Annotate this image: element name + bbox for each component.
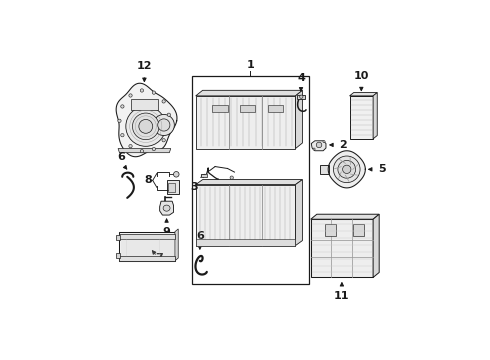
Text: 5: 5	[378, 164, 386, 174]
Circle shape	[158, 119, 170, 131]
Polygon shape	[373, 214, 379, 278]
Circle shape	[173, 172, 179, 177]
Bar	[130, 99, 158, 110]
Polygon shape	[160, 201, 173, 215]
Polygon shape	[175, 229, 178, 261]
Bar	[120, 256, 175, 261]
Circle shape	[313, 148, 315, 150]
Polygon shape	[349, 93, 377, 96]
Text: 10: 10	[354, 71, 369, 81]
Polygon shape	[196, 90, 302, 96]
Circle shape	[121, 105, 124, 108]
Polygon shape	[295, 90, 302, 149]
Bar	[212, 105, 227, 112]
Bar	[116, 253, 120, 258]
Bar	[196, 185, 295, 246]
Polygon shape	[311, 141, 326, 151]
Text: 1: 1	[246, 59, 254, 69]
Polygon shape	[116, 83, 177, 157]
Bar	[268, 105, 283, 112]
Circle shape	[152, 91, 155, 94]
Polygon shape	[295, 180, 302, 246]
Text: 9: 9	[163, 227, 171, 237]
Polygon shape	[311, 214, 379, 219]
Bar	[349, 96, 373, 139]
Polygon shape	[196, 180, 302, 185]
Bar	[192, 76, 309, 284]
Circle shape	[162, 139, 165, 142]
Text: 12: 12	[137, 61, 152, 71]
Circle shape	[129, 94, 132, 97]
Text: 4: 4	[297, 73, 305, 84]
Text: 3: 3	[191, 182, 198, 192]
Circle shape	[118, 119, 121, 122]
Circle shape	[300, 95, 303, 98]
Circle shape	[343, 165, 351, 174]
Ellipse shape	[163, 205, 170, 211]
Bar	[167, 180, 179, 194]
Circle shape	[152, 147, 155, 151]
Circle shape	[126, 107, 166, 146]
Bar	[320, 165, 329, 174]
Bar	[240, 105, 255, 112]
Circle shape	[230, 176, 233, 179]
Text: 11: 11	[334, 291, 350, 301]
Circle shape	[323, 140, 325, 143]
Bar	[116, 235, 120, 240]
Circle shape	[334, 156, 360, 183]
Bar	[168, 183, 175, 192]
Polygon shape	[328, 151, 366, 188]
Bar	[120, 234, 175, 239]
Circle shape	[316, 142, 322, 148]
Bar	[201, 174, 207, 177]
Text: 2: 2	[339, 140, 347, 150]
Bar	[353, 224, 365, 235]
Circle shape	[140, 89, 144, 92]
Bar	[311, 219, 373, 278]
Text: 7: 7	[155, 253, 163, 264]
Circle shape	[162, 100, 165, 103]
Circle shape	[140, 149, 144, 153]
Bar	[325, 224, 336, 235]
Circle shape	[121, 134, 124, 137]
Circle shape	[129, 144, 132, 148]
Bar	[196, 239, 295, 246]
Circle shape	[139, 120, 153, 133]
Text: 6: 6	[196, 230, 204, 240]
Circle shape	[132, 113, 159, 140]
Bar	[120, 232, 175, 261]
Text: 6: 6	[118, 152, 125, 162]
Circle shape	[167, 113, 171, 116]
Bar	[297, 95, 305, 99]
Text: 8: 8	[145, 175, 152, 185]
Circle shape	[153, 114, 174, 135]
Circle shape	[338, 161, 356, 178]
Bar	[196, 96, 295, 149]
Polygon shape	[118, 149, 171, 153]
Polygon shape	[373, 93, 377, 139]
